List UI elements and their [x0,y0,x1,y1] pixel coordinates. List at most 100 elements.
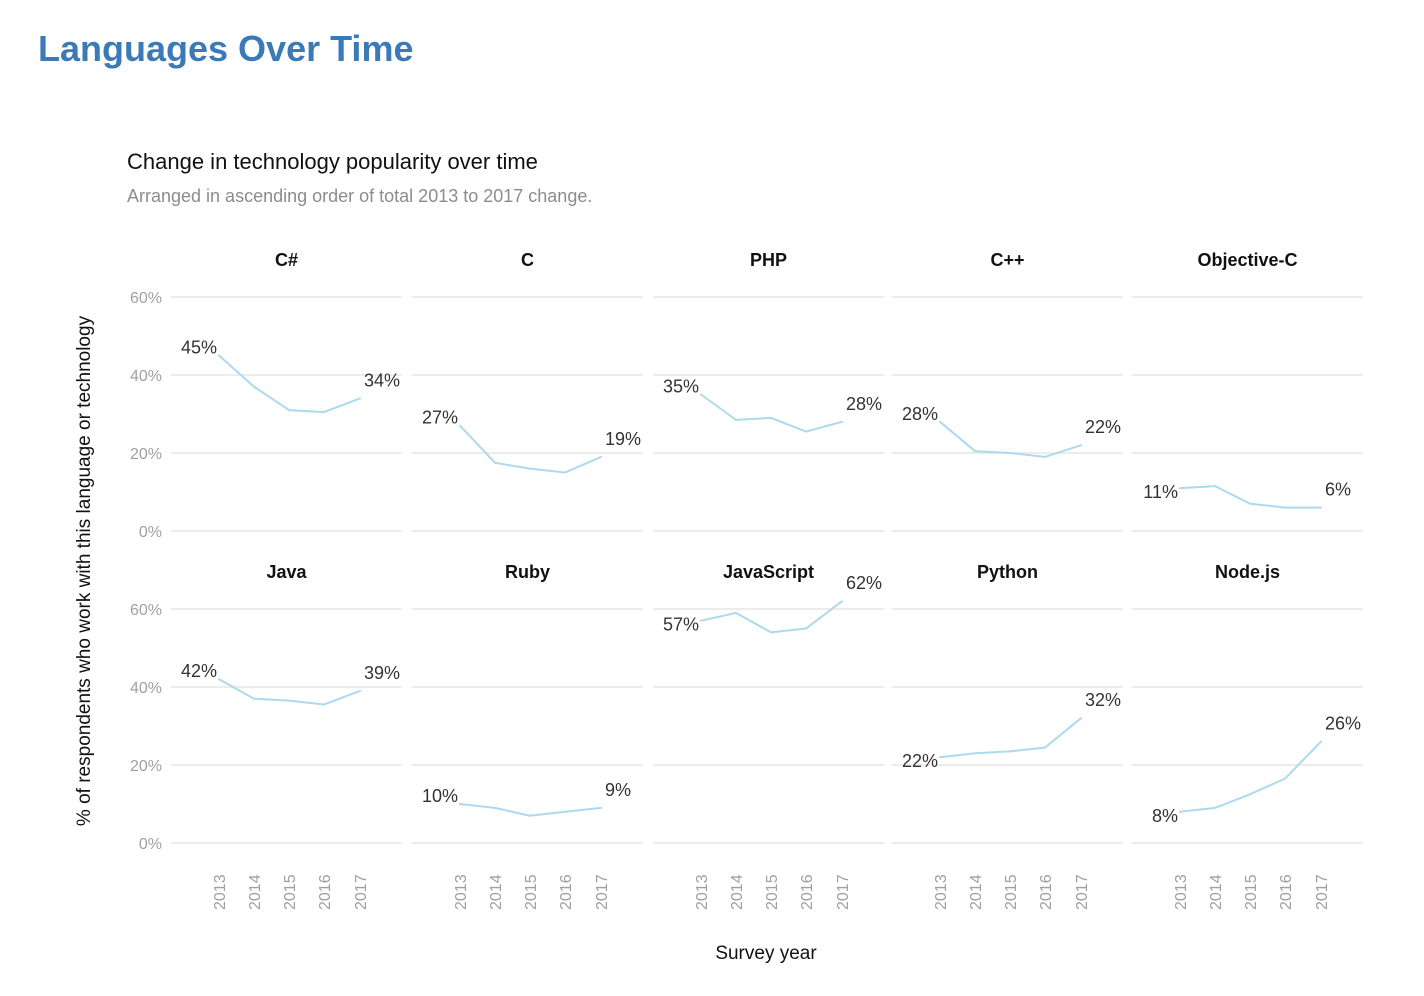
facet-panel: Python 22% 32% 2013 2014 2015 2016 2017 [892,562,1123,910]
x-tick-label: 2017 [353,874,370,910]
series-line [218,354,361,414]
series-line [459,425,602,474]
data-point [1284,506,1286,509]
data-point [600,806,602,809]
x-tick-label: 2014 [247,874,264,910]
data-point [974,450,976,453]
data-point [805,430,807,433]
data-point [841,420,843,423]
data-point [1179,487,1181,490]
first-value-label: 42% [181,661,217,681]
first-value-label: 11% [1143,482,1178,502]
facet-panel: 0% 20% 40% 60% C# 45% 34% [130,250,402,541]
first-value-label: 10% [422,786,458,806]
x-tick-label: 2015 [282,874,299,910]
x-tick-label: 2016 [1038,874,1055,910]
x-tick-label: 2014 [1208,874,1225,910]
facet-panel: PHP 35% 28% [653,250,884,532]
data-point [700,393,702,396]
data-point [288,699,290,702]
first-value-label: 22% [902,751,938,771]
data-point [805,627,807,630]
data-point [494,806,496,809]
last-value-label: 22% [1085,417,1121,437]
data-point [1320,740,1322,743]
x-tick-label: 2017 [1074,874,1091,910]
y-axis-label: % of respondents who work with this lang… [74,315,95,826]
x-tick-label: 2015 [523,874,540,910]
y-tick-label: 0% [139,524,162,541]
last-value-label: 34% [364,370,400,390]
facet-panel: Objective-C 11% 6% [1132,250,1363,532]
facet-title: Java [266,562,307,582]
y-tick-label: 40% [130,680,162,697]
first-value-label: 27% [422,408,458,428]
data-point [735,418,737,421]
last-value-label: 19% [605,429,641,449]
data-point [288,409,290,412]
facet-title: C [521,250,534,270]
x-tick-label: 2016 [1278,874,1295,910]
x-tick-label: 2014 [488,874,505,910]
data-point [564,471,566,474]
series-line [1179,740,1322,813]
x-tick-label: 2015 [764,874,781,910]
y-tick-label: 20% [130,758,162,775]
data-point [1009,452,1011,454]
last-value-label: 28% [846,394,882,414]
x-tick-label: 2016 [558,874,575,910]
facet-title: JavaScript [723,562,814,582]
x-tick-label: 2017 [1314,874,1331,910]
data-point [1249,502,1251,505]
data-point [1284,777,1286,780]
facet-title: Objective-C [1197,250,1297,270]
y-tick-label: 20% [130,446,162,463]
data-point [1214,485,1216,488]
x-tick-label: 2013 [933,874,950,910]
data-point [841,600,843,603]
data-point [700,619,702,622]
chart-subtitle: Arranged in ascending order of total 201… [127,186,592,206]
data-point [1080,444,1082,447]
facet-panel: 0% 20% 40% 60% Java 42% 39% 2013 2014 2015 2016 201… [130,562,402,910]
data-point [494,461,496,464]
data-point [1044,746,1046,749]
facet-title: Python [977,562,1038,582]
data-point [1009,750,1011,753]
data-point [529,467,531,470]
facet-grid: 0% 20% 40% 60% C# 45% 34% C 27% 19% PHP 35% 28% C++ 28… [130,250,1363,910]
x-tick-label: 2014 [729,874,746,910]
facet-title: C++ [990,250,1024,270]
last-value-label: 32% [1085,690,1121,710]
data-point [529,814,531,817]
series-line [939,421,1082,458]
data-point [253,697,255,700]
data-point [974,752,976,755]
data-point [564,810,566,813]
last-value-label: 6% [1325,480,1351,500]
x-tick-label: 2013 [453,874,470,910]
first-value-label: 57% [663,615,699,635]
data-point [253,385,255,388]
facet-panel: Node.js 8% 26% 2013 2014 2015 2016 2017 [1132,562,1363,910]
page-title: Languages Over Time [38,28,414,69]
facet-panel: JavaScript 57% 62% 2013 2014 2015 2016 2017 [653,562,884,910]
x-tick-label: 2013 [694,874,711,910]
last-value-label: 9% [605,780,631,800]
data-point [218,678,220,681]
x-tick-label: 2013 [212,874,229,910]
data-point [1080,717,1082,720]
facet-title: PHP [750,250,787,270]
last-value-label: 26% [1325,714,1361,734]
y-tick-label: 60% [130,290,162,307]
first-value-label: 35% [663,377,699,397]
x-tick-label: 2017 [594,874,611,910]
x-tick-label: 2017 [835,874,852,910]
facet-title: C# [275,250,298,270]
x-tick-label: 2013 [1173,874,1190,910]
facet-panel: C++ 28% 22% [892,250,1123,532]
first-value-label: 8% [1152,806,1178,826]
y-tick-label: 0% [139,836,162,853]
data-point [459,803,461,805]
data-point [1249,793,1251,796]
